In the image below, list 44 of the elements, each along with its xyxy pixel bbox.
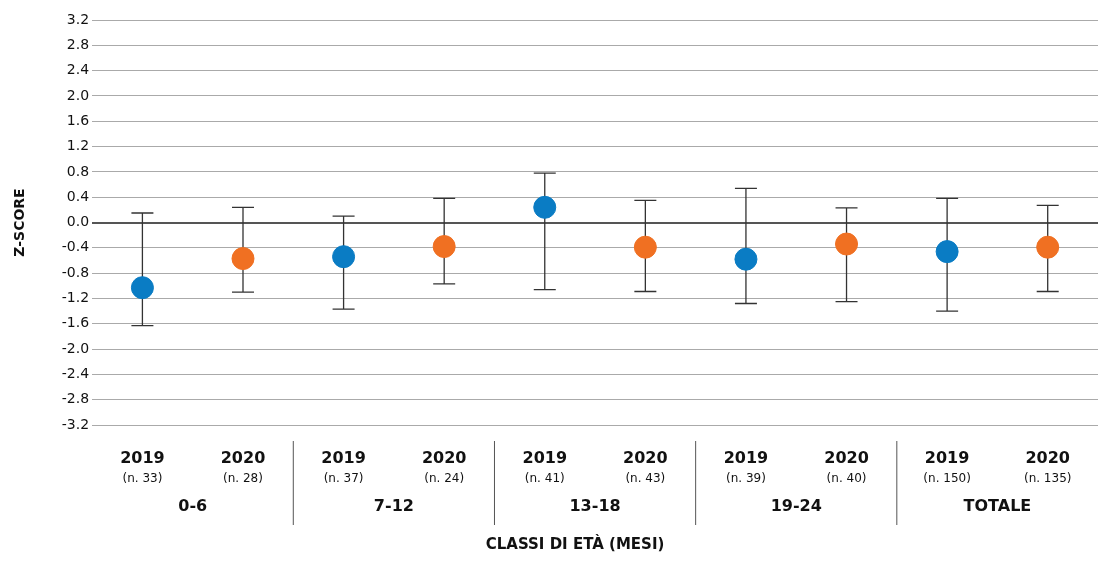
y-tick-label: 0.4 — [66, 187, 90, 204]
x-axis-title: CLASSI DI ETÀ (MESI) — [485, 533, 665, 553]
y-tick-label: -1.2 — [61, 289, 90, 306]
x-tick-label: 2019 (n. 37) — [321, 448, 366, 486]
y-tick-label: 0.8 — [66, 162, 90, 179]
y-tick-label: -3.2 — [61, 415, 90, 432]
x-tick-label: 2020 (n. 24) — [421, 448, 467, 486]
y-tick-label: -2.4 — [61, 365, 90, 382]
point — [533, 195, 557, 219]
text: TOTALE — [963, 496, 1032, 516]
y-tick-label: 0.0 — [66, 213, 90, 230]
y-tick-label: 2.8 — [66, 35, 90, 52]
point — [935, 240, 959, 264]
y-tick-label: 3.2 — [66, 10, 90, 27]
point — [231, 247, 255, 271]
x-tick-label: 2020 (n. 28) — [220, 448, 266, 486]
x-tick-label: 2019 (n. 33) — [120, 448, 165, 486]
x-tick-label: 2020 (n. 43) — [623, 448, 668, 486]
point — [835, 232, 859, 256]
y-tick-label: -2.8 — [61, 390, 90, 407]
y-axis-title: Z-SCORE — [11, 188, 28, 257]
text: 7-12 — [373, 496, 414, 516]
point — [734, 247, 758, 271]
x-tick-label: 2019 (n. 150) — [923, 448, 971, 486]
y-tick-label: 2.4 — [66, 61, 90, 78]
y-tick-label: -0.4 — [61, 238, 90, 255]
text: 0-6 — [178, 496, 208, 516]
y-tick-label: 1.6 — [66, 111, 90, 128]
y-tick-label: -2.0 — [61, 339, 90, 356]
point — [332, 245, 356, 269]
text: 13-18 — [569, 496, 621, 516]
y-tick-label: -0.8 — [61, 263, 90, 280]
point — [1036, 235, 1060, 259]
x-tick-label: 2020 (n. 40) — [824, 448, 869, 486]
point — [130, 276, 154, 300]
y-tick-label: 2.0 — [66, 86, 90, 103]
y-tick-label: 1.2 — [66, 137, 90, 154]
text: 19-24 — [770, 496, 822, 516]
x-tick-label: 2019 (n. 41) — [522, 448, 568, 486]
point — [432, 235, 456, 259]
point — [633, 235, 657, 259]
x-tick-label: 2020 (n. 135) — [1023, 448, 1072, 486]
x-tick-label: 2019 (n. 39) — [723, 448, 769, 486]
y-tick-label: -1.6 — [61, 314, 90, 331]
